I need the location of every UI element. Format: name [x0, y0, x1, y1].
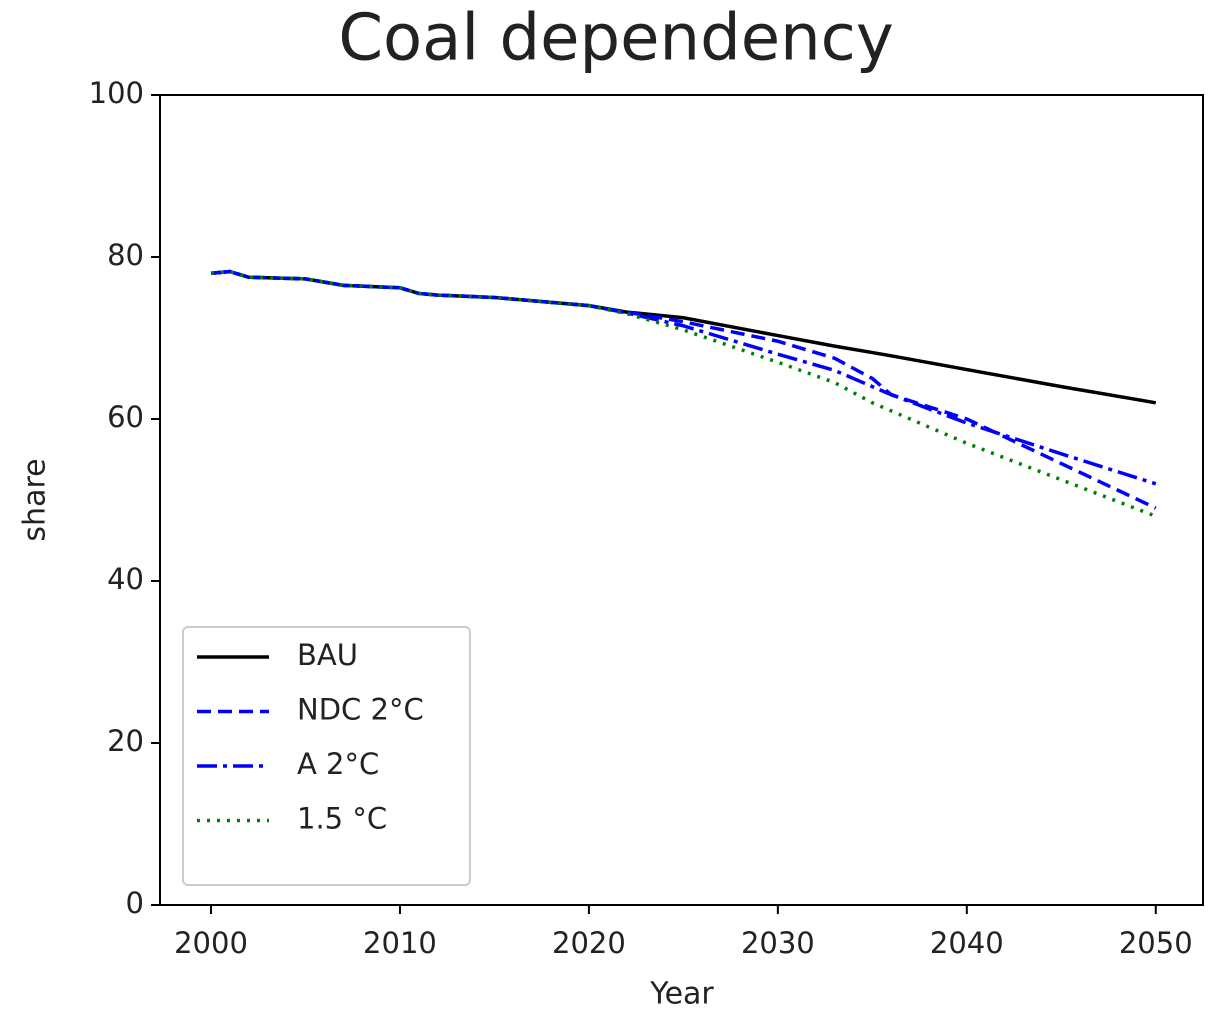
legend-label: BAU [297, 638, 358, 672]
legend-label: A 2°C [297, 747, 379, 781]
chart-title: Coal dependency [338, 2, 893, 76]
legend-label: 1.5 °C [297, 802, 387, 836]
y-tick-label: 40 [107, 562, 144, 596]
legend-box [182, 626, 471, 886]
legend-label: NDC 2°C [297, 693, 424, 727]
x-tick-label: 2040 [930, 926, 1004, 960]
series-line [210, 269, 1157, 518]
x-tick-label: 2030 [741, 926, 815, 960]
x-tick-label: 2020 [552, 926, 626, 960]
x-tick-label: 2010 [363, 926, 437, 960]
x-tick-label: 2000 [174, 926, 248, 960]
y-tick-label: 60 [107, 400, 144, 434]
series-line [210, 269, 1157, 405]
x-tick-label: 2050 [1119, 926, 1193, 960]
y-tick-label: 100 [89, 76, 144, 110]
plot-frame [159, 94, 1204, 906]
y-tick-label: 80 [107, 238, 144, 272]
y-axis-label: share [18, 458, 53, 541]
y-tick-label: 20 [107, 724, 144, 758]
y-tick-label: 0 [126, 886, 144, 920]
series-line [210, 269, 1157, 510]
x-axis-label: Year [649, 977, 714, 1009]
series-line [210, 269, 1157, 486]
